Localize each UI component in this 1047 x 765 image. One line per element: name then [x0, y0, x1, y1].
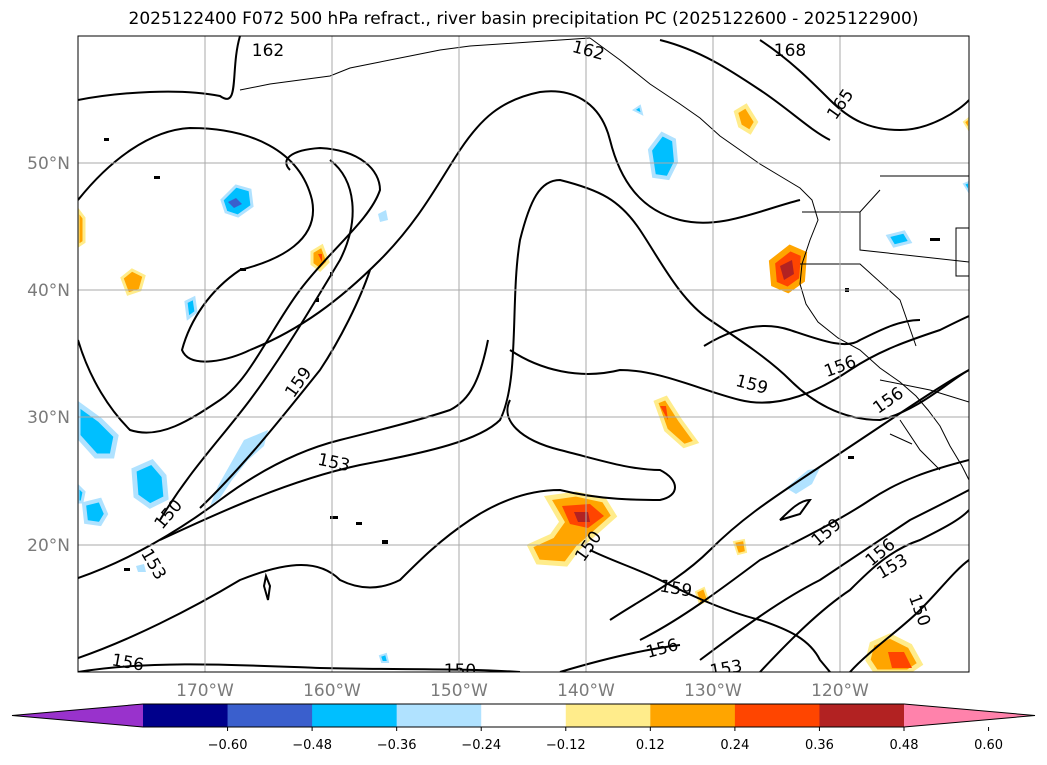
colorbar-outline	[11, 703, 1036, 728]
map-title: 2025122400 F072 500 hPa refract., river …	[128, 9, 919, 29]
contour-label: 168	[774, 41, 806, 61]
colorbar-segment	[143, 704, 229, 727]
colorbar-tick-label: 0.48	[890, 738, 919, 753]
lon-label-160w: 160°W	[303, 681, 361, 701]
lon-axis-labels: 170°W 160°W 150°W 140°W 130°W 120°W	[176, 681, 869, 701]
lat-label-40n: 40°N	[27, 281, 70, 301]
colorbar-segment	[734, 704, 820, 727]
colorbar-tick-label: −0.48	[292, 738, 332, 753]
contour-label: 150	[444, 661, 476, 681]
contour-label: 153	[708, 656, 743, 681]
lat-label-30n: 30°N	[27, 408, 70, 428]
contour-label: 162	[252, 41, 284, 61]
colorbar-segment	[481, 704, 567, 727]
colorbar-tick-label: 0.60	[974, 738, 1003, 753]
lon-label-140w: 140°W	[557, 681, 615, 701]
coastlines	[239, 37, 969, 481]
colorbar-tick-label: −0.12	[546, 738, 586, 753]
colorbar-segment	[565, 704, 651, 727]
lat-label-20n: 20°N	[27, 536, 70, 556]
colorbar-tick-label: −0.24	[461, 738, 501, 753]
colorbar-extend-high	[904, 704, 1035, 727]
colorbar-segment	[650, 704, 736, 727]
colorbar-tick-label: 0.36	[805, 738, 834, 753]
colorbar-segment	[396, 704, 482, 727]
lon-label-150w: 150°W	[430, 681, 488, 701]
lat-axis-labels: 50°N 40°N 30°N 20°N	[27, 154, 70, 556]
colorbar-segment	[312, 704, 398, 727]
map-frame	[77, 35, 970, 673]
colorbar-tick-label: 0.12	[636, 738, 665, 753]
colorbar-tick-label: −0.60	[208, 738, 248, 753]
lon-label-170w: 170°W	[176, 681, 234, 701]
contour-label: 156	[110, 650, 145, 675]
colorbar-segment	[227, 704, 313, 727]
lon-label-130w: 130°W	[684, 681, 742, 701]
colorbar-tick-label: 0.24	[720, 738, 749, 753]
colorbar: −0.60 −0.48 −0.36 −0.24 −0.12 0.12 0.24 0.36 0.4…	[11, 703, 1036, 753]
gridlines	[78, 36, 969, 672]
colorbar-segment	[819, 704, 905, 727]
lon-label-120w: 120°W	[811, 681, 869, 701]
lat-label-50n: 50°N	[27, 154, 70, 174]
map-plot-area: 162 162 168 165 159 153 150 153 156 150 …	[78, 36, 969, 681]
height-contours	[78, 36, 969, 672]
colorbar-tick-label: −0.36	[377, 738, 417, 753]
colorbar-extend-low	[12, 704, 143, 727]
